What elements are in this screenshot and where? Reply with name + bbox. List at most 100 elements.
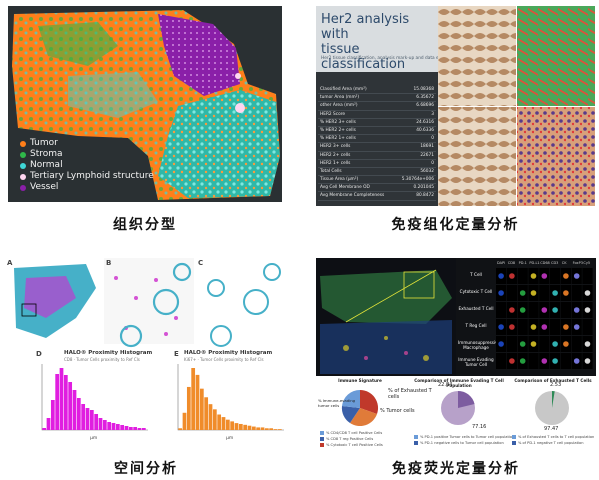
her2-row: Total Cells 56032 bbox=[318, 168, 436, 177]
marker-tile bbox=[539, 285, 550, 301]
marker-cell-signal bbox=[519, 290, 526, 296]
her2-row-value: 18691 bbox=[420, 144, 434, 150]
her2-row: HER2 2+ cells 22671 bbox=[318, 152, 436, 160]
histogram-bar bbox=[89, 410, 94, 430]
marker-column-header: PD-L1 bbox=[529, 261, 540, 265]
histogram-bar bbox=[128, 427, 133, 430]
her2-results-table: Classified Area (mm²) 15.08368 tumor Area … bbox=[318, 86, 436, 201]
histogram-bar bbox=[42, 428, 47, 430]
marker-column-header: PD-1 bbox=[518, 261, 527, 265]
her2-row-value: 15.08368 bbox=[413, 87, 434, 92]
marker-cell-signal bbox=[509, 358, 515, 364]
histogram-bar bbox=[107, 422, 112, 430]
her2-row-label: Avg Membrane Completeness bbox=[320, 193, 385, 199]
her2-row-value: 80.8472 bbox=[416, 193, 434, 199]
hist-d-title: HALO® Proximity Histogram bbox=[64, 350, 153, 356]
pie3-legend: % of Exhausted T cells to T cell populat… bbox=[512, 434, 594, 446]
marker-column-header: FoxP3 bbox=[572, 261, 583, 265]
pie3-title: Comparison of Exhausted T Cells bbox=[514, 378, 592, 383]
cell-marker-grid bbox=[496, 268, 593, 369]
marker-tile bbox=[496, 302, 507, 318]
tissue-map-image bbox=[8, 6, 282, 202]
her2-row-value: 5.30764e+006 bbox=[401, 177, 434, 183]
marker-cell-signal bbox=[584, 290, 591, 296]
pie2-value-a: 22.84 bbox=[438, 382, 453, 388]
marker-column-header: CK bbox=[561, 261, 567, 265]
legend-swatch-icon bbox=[320, 431, 324, 435]
marker-cell-signal bbox=[498, 273, 504, 279]
marker-cell-signal bbox=[563, 273, 569, 279]
tissue-classification-panel: Tumor Stroma Normal Tertiary Lymphoid st… bbox=[8, 6, 282, 202]
cell-type-label: Immune Evading Tumor Cell bbox=[458, 357, 494, 367]
histogram-bar bbox=[76, 398, 81, 430]
cell-type-label: Immunosuppressive Macrophage bbox=[458, 340, 501, 350]
histogram-bar bbox=[260, 427, 265, 430]
histogram-bar bbox=[98, 418, 103, 430]
label-e: E bbox=[174, 350, 179, 358]
marker-tile bbox=[550, 268, 561, 284]
her2-row-label: HER2 Score bbox=[320, 111, 346, 117]
pie1-label-exhausted: % of Exhausted T cells bbox=[388, 388, 432, 400]
tumor-dot-icon bbox=[20, 140, 26, 147]
pie-legend-item: % PD-1 negative cells to Tumor cell popu… bbox=[414, 440, 514, 446]
marker-cell-signal bbox=[530, 341, 537, 347]
marker-cell-signal bbox=[498, 290, 504, 296]
marker-cell-signal bbox=[584, 307, 591, 313]
marker-cell-signal bbox=[519, 341, 526, 347]
histogram-bar bbox=[217, 414, 222, 430]
histogram-bar bbox=[63, 375, 68, 430]
marker-cell-signal bbox=[541, 358, 548, 364]
marker-cell-signal bbox=[509, 273, 515, 279]
her2-row-label: % HER2 2+ cells bbox=[320, 127, 356, 133]
histogram-bar bbox=[50, 400, 55, 430]
legend-swatch-icon bbox=[320, 437, 324, 441]
legend-swatch-icon bbox=[320, 443, 324, 447]
pie-legend-label: % of PD-1 negative T cell population bbox=[518, 441, 584, 445]
histogram-bar bbox=[195, 374, 200, 430]
her2-row: HER2 Score 3 bbox=[318, 111, 436, 119]
her2-row-value: 3 bbox=[431, 111, 434, 117]
histogram-bar bbox=[59, 368, 64, 430]
her2-row: Avg Cell Membrane OD 0.201045 bbox=[318, 184, 436, 193]
her2-row-value: 40.6336 bbox=[416, 127, 434, 133]
her2-row-value: 56032 bbox=[420, 168, 434, 174]
histogram-bar bbox=[85, 408, 90, 430]
her2-row: tumor Area (mm²) 6.35672 bbox=[318, 94, 436, 103]
histogram-bar bbox=[221, 417, 226, 430]
histogram-bar bbox=[133, 427, 138, 430]
her2-row-label: HER2 2+ cells bbox=[320, 152, 351, 158]
histogram-bar bbox=[81, 404, 86, 430]
pie-legend-item: % CD8 T reg Positive Cells bbox=[320, 436, 385, 442]
her2-row: other Area (mm²) 6.68696 bbox=[318, 102, 436, 111]
her2-header: Her2 analysis with tissue classification… bbox=[316, 6, 450, 72]
pie1-label-evading: % Immune-evading tumor cells bbox=[318, 398, 356, 408]
her2-row: % HER2 2+ cells 40.6336 bbox=[318, 127, 436, 136]
histogram-bar bbox=[191, 368, 196, 430]
marker-column-header: CD68 bbox=[540, 261, 550, 265]
marker-tile bbox=[571, 336, 582, 352]
histogram-bar bbox=[186, 386, 191, 430]
pie2-value-b: 77.16 bbox=[472, 424, 487, 430]
pie-charts bbox=[341, 389, 569, 427]
marker-cell-signal bbox=[573, 273, 580, 279]
marker-cell-signal bbox=[530, 324, 537, 330]
cell-type-label: Cytotoxic T Cell bbox=[459, 289, 493, 294]
marker-cell-signal bbox=[573, 307, 580, 313]
if-panel: T Cell Cytotoxic T Cell Exhausted T Cell T … bbox=[316, 258, 596, 448]
hist-d-xlabel: µm bbox=[90, 436, 98, 441]
histogram-bar bbox=[225, 419, 230, 430]
marker-column-header: CD3 bbox=[551, 261, 559, 265]
her2-row-value: 0 bbox=[431, 136, 434, 142]
marker-tile bbox=[528, 353, 539, 369]
histogram-bar bbox=[94, 414, 99, 430]
histogram-e bbox=[177, 364, 284, 431]
marker-cell-signal bbox=[563, 290, 569, 296]
her2-row-label: Classified Area (mm²) bbox=[320, 87, 367, 92]
marker-tile bbox=[560, 302, 571, 318]
legend-swatch-icon bbox=[414, 441, 418, 445]
histogram-bar bbox=[141, 428, 146, 430]
marker-tile bbox=[528, 302, 539, 318]
label-c: C bbox=[198, 259, 204, 267]
her2-row-label: % HER2 1+ cells bbox=[320, 136, 356, 142]
tissue-legend: Tumor Stroma Normal Tertiary Lymphoid st… bbox=[20, 138, 154, 193]
